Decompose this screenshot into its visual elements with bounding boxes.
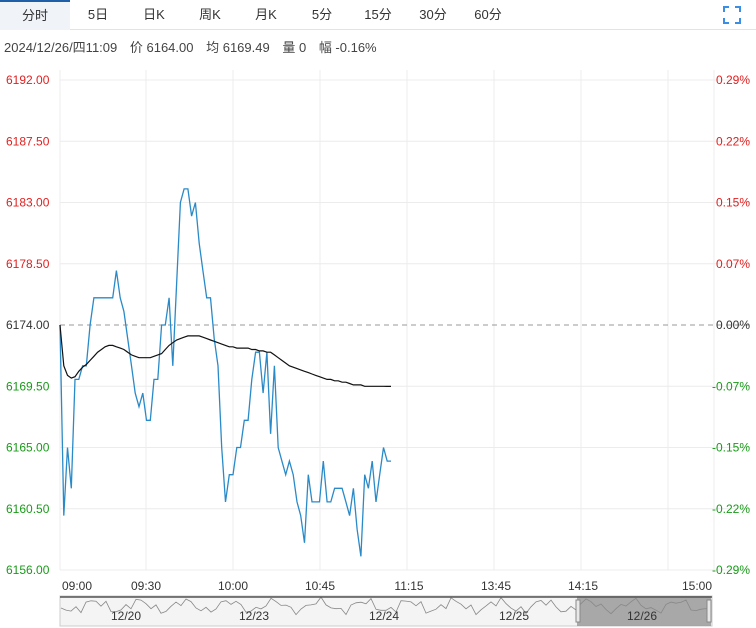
period-tabs: 分时 5日 日K 周K 月K 5分 15分 30分 60分	[0, 0, 756, 30]
y-tick-label: 6187.50	[6, 134, 50, 148]
tab-15min[interactable]: 15分	[364, 7, 392, 22]
fullscreen-icon[interactable]	[722, 5, 742, 25]
y-tick-percent-label: -0.07%	[712, 379, 750, 393]
y-tick-label: 6183.00	[6, 196, 50, 210]
info-datetime: 2024/12/26/四11:09	[4, 40, 118, 55]
y-tick-label: 6169.50	[6, 379, 50, 393]
y-axis-percent-labels: 0.29% 0.22% 0.15% 0.07% 0.00% -0.07% -0.15% -0.…	[712, 73, 750, 577]
x-tick-label: 09:00	[62, 579, 92, 593]
tab-weekly-k[interactable]: 周K	[199, 7, 221, 22]
y-tick-label: 6174.00	[6, 318, 50, 332]
info-price: 价 6164.00	[129, 40, 194, 55]
y-tick-percent-label: 0.22%	[716, 134, 750, 148]
y-tick-percent-label: -0.15%	[712, 441, 750, 455]
navigator-left-handle	[575, 599, 581, 623]
x-tick-label: 10:00	[218, 579, 248, 593]
tab-60min[interactable]: 60分	[474, 7, 502, 22]
average-line	[59, 324, 391, 387]
navigator-date-label: 12/26	[627, 609, 657, 623]
time-navigator[interactable]: 12/20 12/23 12/24 12/25 12/26	[59, 595, 713, 627]
x-tick-label: 09:30	[131, 579, 161, 593]
tab-intraday[interactable]: 分时	[0, 0, 70, 30]
info-volume: 量 0	[282, 40, 307, 55]
x-axis-labels: 09:00 09:30 10:00 10:45 11:15 13:45 14:15 15:00	[62, 579, 712, 593]
tab-30min[interactable]: 30分	[419, 7, 447, 22]
x-tick-label: 11:15	[394, 579, 423, 593]
x-tick-label: 13:45	[481, 579, 511, 593]
info-avg: 均 6169.49	[206, 40, 270, 55]
navigator-selection	[577, 596, 711, 626]
tab-daily-k[interactable]: 日K	[143, 7, 165, 22]
y-tick-label: 6178.50	[6, 257, 50, 271]
navigator-date-label: 12/24	[369, 609, 399, 623]
navigator-sparkline	[60, 596, 712, 616]
tab-monthly-k[interactable]: 月K	[255, 7, 277, 22]
info-change: 幅 -0.16%	[318, 40, 377, 55]
x-tick-label: 14:15	[568, 579, 598, 593]
y-tick-percent-label: 0.07%	[716, 257, 750, 271]
chart-series	[59, 188, 391, 557]
y-tick-label: 6165.00	[6, 441, 50, 455]
tab-5min[interactable]: 5分	[311, 7, 333, 22]
x-tick-label: 10:45	[305, 579, 335, 593]
x-tick-label: 15:00	[682, 579, 712, 593]
price-line	[59, 188, 391, 557]
y-tick-percent-label: 0.15%	[716, 196, 750, 210]
navigator-date-label: 12/20	[111, 609, 141, 623]
quote-info: 2024/12/26/四11:09 价 6164.00 均 6169.49 量 …	[4, 38, 386, 58]
y-tick-percent-label: -0.22%	[712, 502, 750, 516]
tab-5day[interactable]: 5日	[87, 7, 109, 22]
y-axis-price-labels: 6192.00 6187.50 6183.00 6178.50 6174.00 6169.…	[6, 73, 50, 577]
navigator-right-handle	[706, 599, 712, 623]
chart-grid	[59, 70, 750, 571]
y-tick-label: 6156.00	[6, 563, 50, 577]
y-tick-label: 6160.50	[6, 502, 50, 516]
y-tick-percent-label: -0.29%	[712, 563, 750, 577]
y-tick-percent-label: 0.00%	[716, 318, 750, 332]
y-tick-percent-label: 0.29%	[716, 73, 750, 87]
y-tick-label: 6192.00	[6, 73, 50, 87]
navigator-date-label: 12/23	[239, 609, 269, 623]
navigator-date-label: 12/25	[499, 609, 529, 623]
